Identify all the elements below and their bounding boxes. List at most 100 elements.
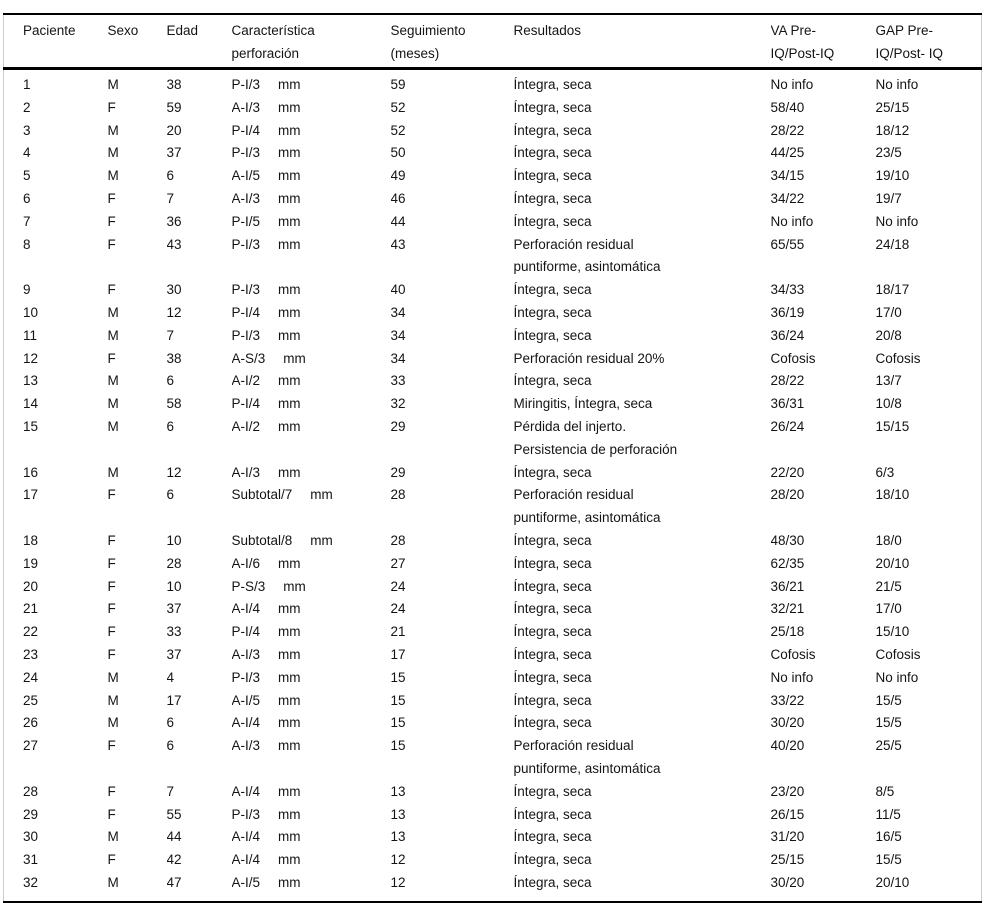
cell-paciente: 24 [23,669,39,685]
cell-sexo: F [107,487,116,503]
perforation-unit: mm [278,601,301,617]
cell-gap: 15/5 [875,715,902,731]
cell-caracteristica: A-I/4 mm [232,781,391,804]
cell-va: Cofosis [770,646,816,662]
cell-resultados: Íntegra, seca [513,304,592,320]
cell-gap: 8/5 [875,783,895,799]
cell-va: 65/55 [770,236,805,252]
cell-edad: 6 [166,418,175,434]
cell-paciente: 13 [23,373,39,389]
cell-va: 28/20 [770,487,805,503]
perforation-type: P-I/4 [231,122,261,138]
cell-caracteristica: P-I/4 mm [232,621,391,644]
cell-seguimiento: 21 [390,624,406,640]
cell-va: 33/22 [770,692,805,708]
column-header-resultados: Resultados [513,14,771,70]
cell-seguimiento: 24 [390,601,406,617]
cell-va: 36/24 [770,327,805,343]
perforation-unit: mm [278,418,301,434]
cell-seguimiento: 13 [390,829,406,845]
cell-caracteristica: P-I/3 mm [232,279,391,302]
perforation-unit: mm [278,624,301,640]
table-row: 6 F 7 A-I/3 mm 46 Íntegra, seca 34/22 19/… [4,188,982,211]
cell-sexo: F [107,236,116,252]
table-row: 31 F 42 A-I/4 mm 12 Íntegra, seca 25/15 1… [4,849,982,872]
column-header-edad: Edad [166,14,232,70]
cell-va: 34/22 [770,190,805,206]
cell-va: 48/30 [770,532,805,548]
cell-gap: 6/3 [875,464,895,480]
perforation-type: P-I/3 [231,145,261,161]
cell-gap: 11/5 [875,806,901,822]
perforation-unit: mm [310,487,333,503]
cell-caracteristica: A-I/3 mm [232,97,391,120]
cell-edad: 10 [166,578,182,594]
cell-sexo: F [107,99,116,115]
perforation-unit: mm [278,122,301,138]
perforation-type: A-I/4 [231,852,261,868]
table-row: 24 M 4 P-I/3 mm 15 Íntegra, seca No info … [4,667,982,690]
cell-edad: 6 [166,738,175,754]
perforation-type: P-I/4 [231,624,261,640]
cell-paciente: 27 [23,738,39,754]
cell-paciente: 23 [23,646,39,662]
cell-gap: 18/17 [875,282,910,298]
perforation-type: P-I/3 [231,282,261,298]
table-row: 14 M 58 P-I/4 mm 32 Miringitis, Íntegra, … [4,393,982,416]
cell-edad: 36 [166,213,182,229]
cell-seguimiento: 40 [390,282,406,298]
cell-resultados: Íntegra, seca [513,532,592,548]
cell-edad: 7 [166,327,175,343]
table-row: 32 M 47 A-I/5 mm 12 Íntegra, seca 30/20 2… [4,872,982,902]
cell-edad: 7 [166,783,175,799]
cell-caracteristica: Subtotal/8 mm [232,530,391,553]
cell-resultados: Íntegra, seca [513,373,592,389]
cell-paciente: 6 [23,190,31,206]
perforation-type: A-I/2 [231,418,261,434]
column-header-caracteristica: Característica perforación [231,14,391,70]
cell-sexo: M [107,122,119,138]
cell-edad: 37 [166,601,182,617]
cell-va: No info [770,669,814,685]
perforation-unit: mm [278,783,301,799]
cell-seguimiento: 12 [390,874,406,890]
table-row: 27 F 6 A-I/3 mm 15 Perforación residual p… [4,735,982,781]
cell-sexo: F [107,555,116,571]
cell-va: 58/40 [770,99,805,115]
cell-edad: 37 [166,646,182,662]
cell-gap: 24/18 [875,236,910,252]
cell-gap: 25/5 [875,738,902,754]
cell-caracteristica: P-I/3 mm [232,667,391,690]
perforation-type: A-I/3 [231,464,261,480]
table-row: 16 M 12 A-I/3 mm 29 Íntegra, seca 22/20 6… [4,462,982,485]
cell-sexo: M [107,418,119,434]
cell-sexo: F [107,350,116,366]
cell-edad: 7 [166,190,175,206]
cell-gap: 10/8 [875,396,902,412]
cell-resultados: Íntegra, seca [513,874,592,890]
cell-va: No info [770,77,814,92]
table-row: 25 M 17 A-I/5 mm 15 Íntegra, seca 33/22 1… [4,690,982,713]
cell-resultados: Íntegra, seca [513,806,592,822]
cell-sexo: F [107,852,116,868]
cell-caracteristica: P-I/5 mm [232,211,391,234]
cell-resultados: Íntegra, seca [513,555,592,571]
table-row: 19 F 28 A-I/6 mm 27 Íntegra, seca 62/35 2… [4,553,982,576]
perforation-type: A-I/4 [231,829,261,845]
cell-paciente: 31 [23,852,39,868]
perforation-unit: mm [278,738,301,754]
cell-gap: 23/5 [875,145,902,161]
cell-gap: Cofosis [875,646,921,662]
perforation-type: A-I/3 [231,190,261,206]
table-row: 30 M 44 A-I/4 mm 13 Íntegra, seca 31/20 1… [4,826,982,849]
cell-va: 36/21 [770,578,805,594]
table-row: 23 F 37 A-I/3 mm 17 Íntegra, seca Cofosis… [4,644,982,667]
cell-caracteristica: A-I/3 mm [232,188,391,211]
cell-va: 28/22 [770,373,805,389]
table-row: 29 F 55 P-I/3 mm 13 Íntegra, seca 26/15 1… [4,804,982,827]
cell-caracteristica: A-I/4 mm [232,598,391,621]
table-row: 22 F 33 P-I/4 mm 21 Íntegra, seca 25/18 1… [4,621,982,644]
cell-resultados: Íntegra, seca [513,327,592,343]
perforation-type: P-I/4 [231,396,261,412]
cell-va: 26/15 [770,806,805,822]
